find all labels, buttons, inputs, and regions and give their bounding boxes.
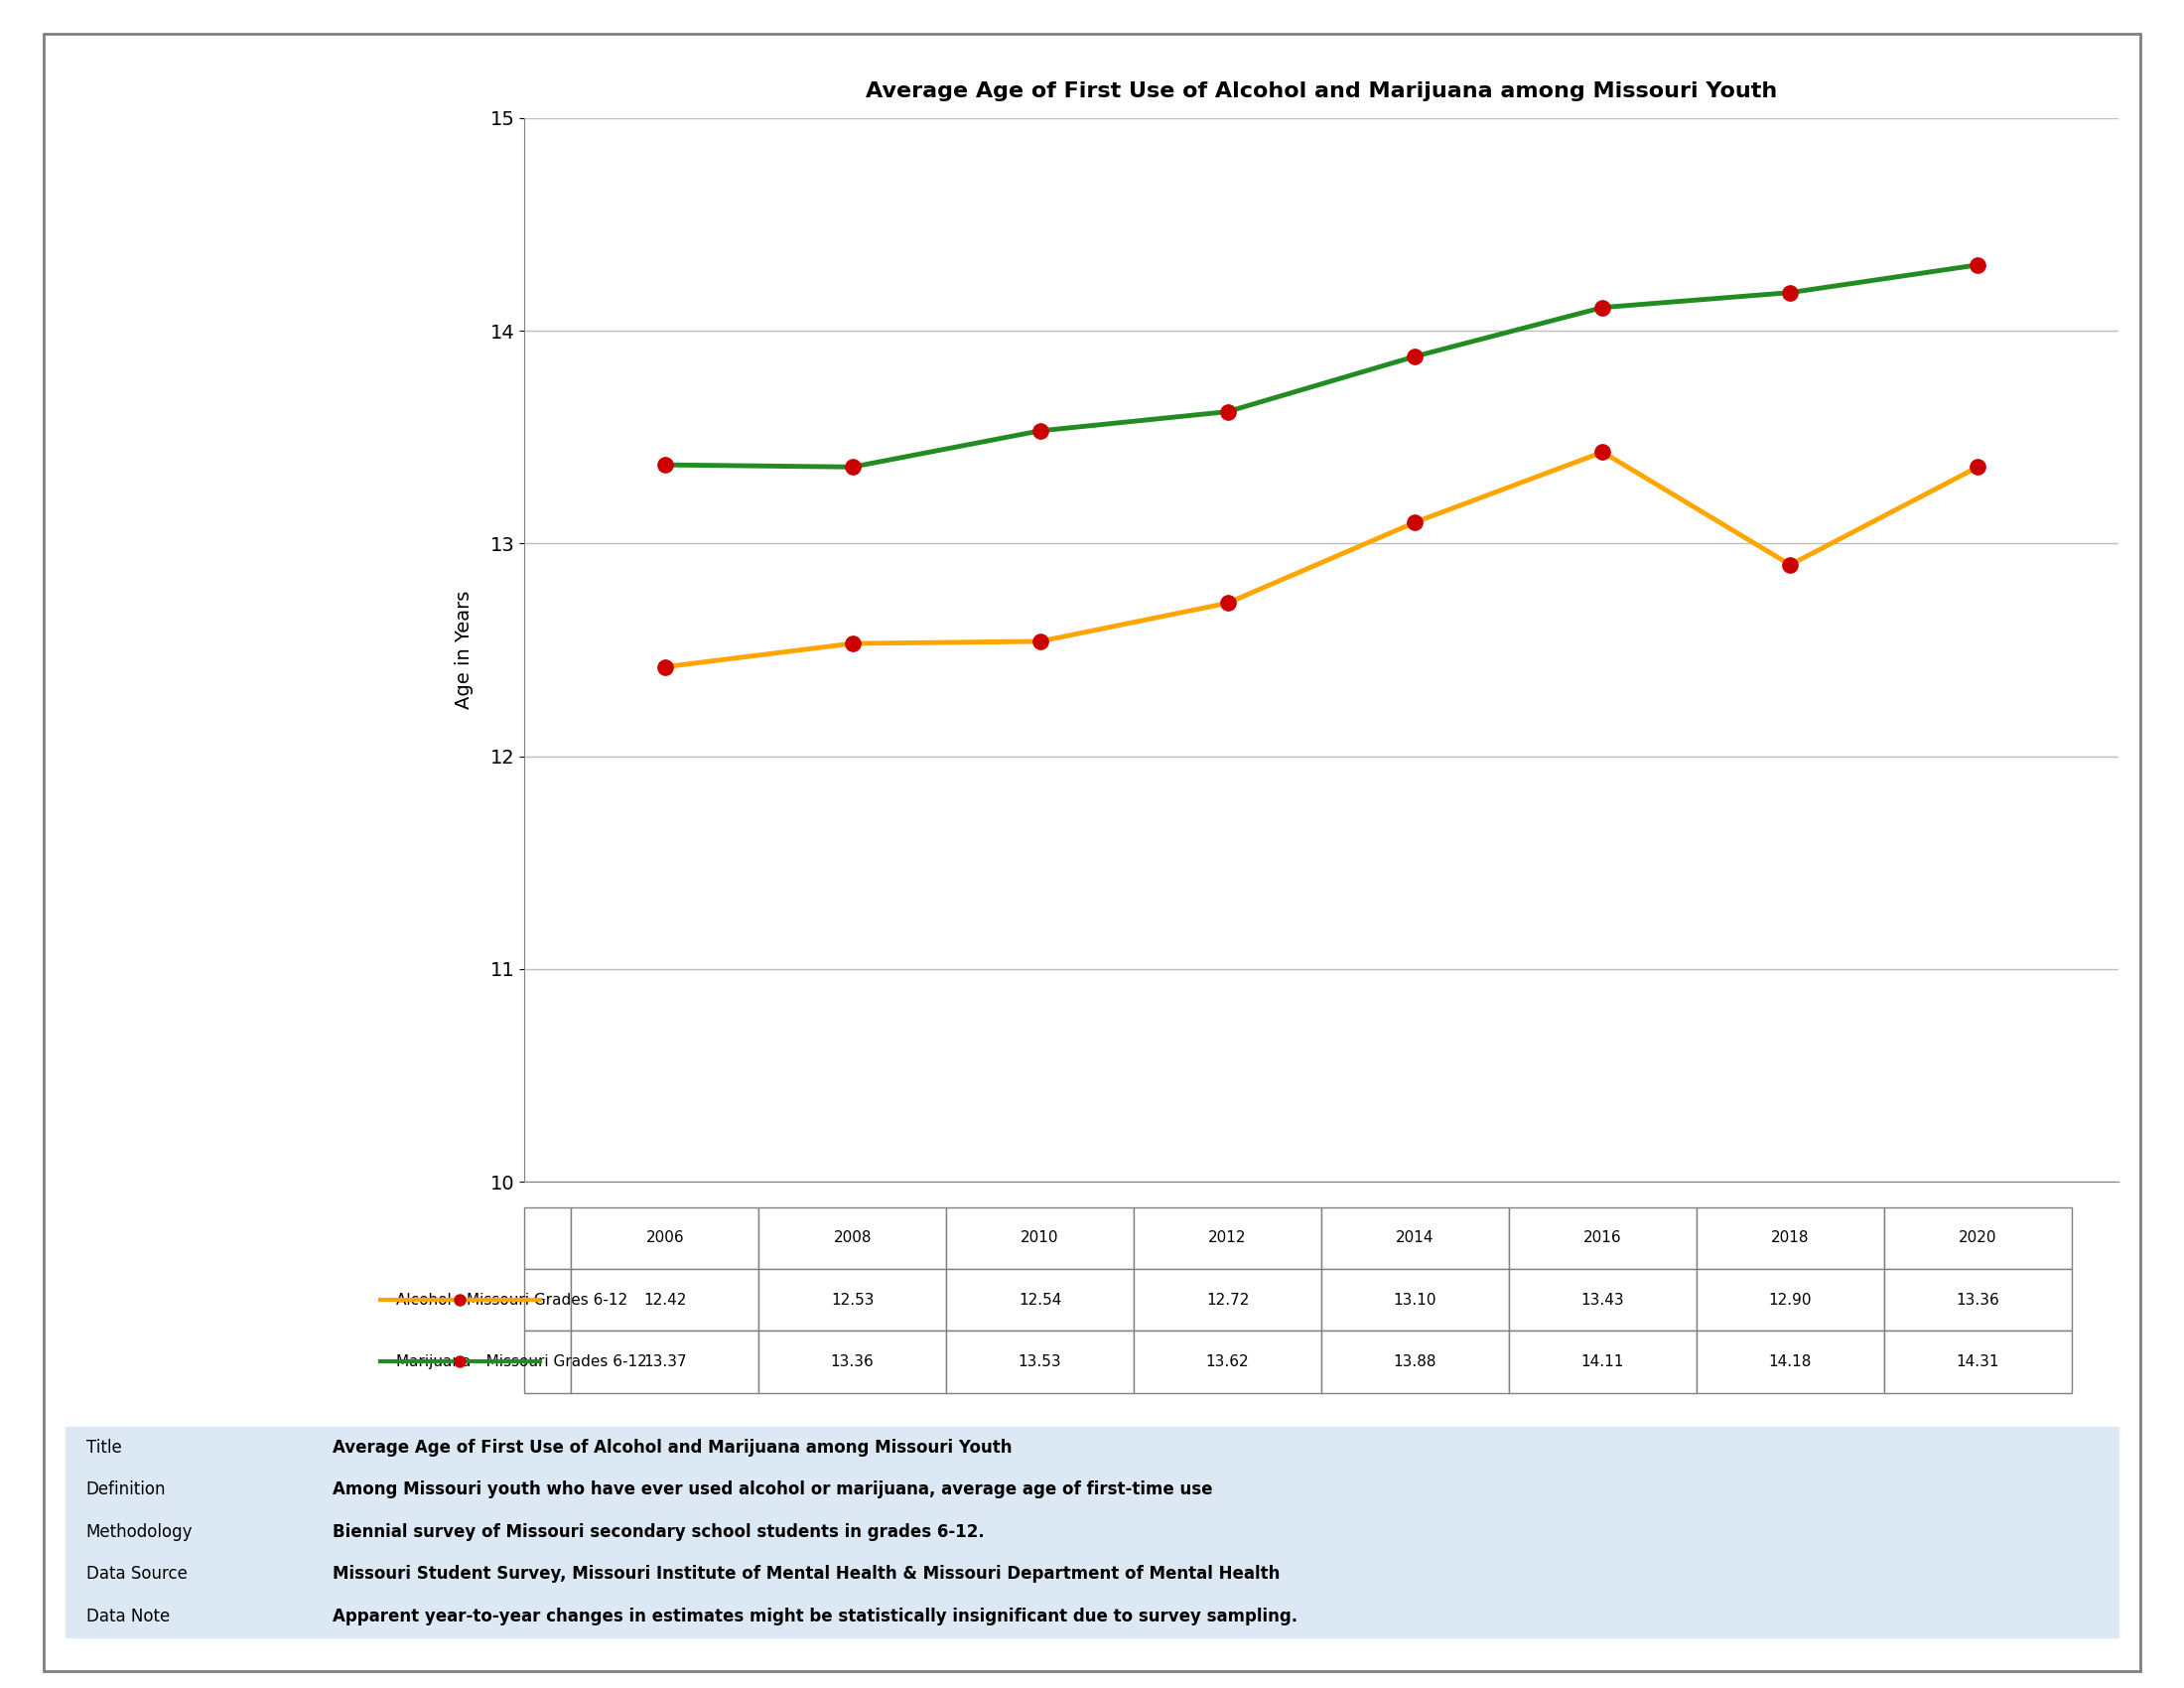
Bar (1697, 1207, 1885, 1269)
Text: 12.90: 12.90 (1769, 1293, 1813, 1307)
Bar (570, 1207, 758, 1269)
Bar (1133, 1207, 1321, 1269)
Bar (524, 1330, 570, 1393)
Text: 2010: 2010 (1020, 1231, 1059, 1246)
Bar (524, 1207, 570, 1269)
Text: 2016: 2016 (1583, 1231, 1623, 1246)
Text: 12.42: 12.42 (644, 1293, 686, 1307)
Bar (1885, 1207, 2073, 1269)
Text: Marijuana - Missouri Grades 6-12: Marijuana - Missouri Grades 6-12 (395, 1354, 646, 1369)
Bar (1133, 1269, 1321, 1330)
Text: 14.18: 14.18 (1769, 1354, 1813, 1369)
Text: 13.36: 13.36 (830, 1354, 874, 1369)
Text: Missouri Student Survey, Missouri Institute of Mental Health & Missouri Departme: Missouri Student Survey, Missouri Instit… (332, 1565, 1280, 1583)
Bar (570, 1269, 758, 1330)
Title: Average Age of First Use of Alcohol and Marijuana among Missouri Youth: Average Age of First Use of Alcohol and … (865, 81, 1778, 101)
Text: 12.54: 12.54 (1018, 1293, 1061, 1307)
Text: 13.37: 13.37 (642, 1354, 686, 1369)
Text: Title: Title (85, 1438, 122, 1457)
Text: 14.31: 14.31 (1957, 1354, 1998, 1369)
Bar (946, 1207, 1133, 1269)
Text: 2018: 2018 (1771, 1231, 1808, 1246)
Text: Apparent year-to-year changes in estimates might be statistically insignificant : Apparent year-to-year changes in estimat… (332, 1607, 1297, 1626)
Text: Alcohol - Missouri Grades 6-12: Alcohol - Missouri Grades 6-12 (395, 1293, 627, 1307)
Bar (1321, 1207, 1509, 1269)
Text: 13.53: 13.53 (1018, 1354, 1061, 1369)
Text: 12.72: 12.72 (1206, 1293, 1249, 1307)
Bar (758, 1207, 946, 1269)
Text: 14.11: 14.11 (1581, 1354, 1625, 1369)
Bar (1885, 1269, 2073, 1330)
Bar (946, 1330, 1133, 1393)
Bar (1509, 1207, 1697, 1269)
Text: 13.36: 13.36 (1957, 1293, 2001, 1307)
Text: Data Source: Data Source (85, 1565, 188, 1583)
Text: Data Note: Data Note (85, 1607, 170, 1626)
Text: Among Missouri youth who have ever used alcohol or marijuana, average age of fir: Among Missouri youth who have ever used … (332, 1480, 1212, 1499)
Text: 12.53: 12.53 (830, 1293, 874, 1307)
Bar (1885, 1330, 2073, 1393)
Bar (758, 1269, 946, 1330)
Bar (758, 1330, 946, 1393)
Bar (1697, 1330, 1885, 1393)
Text: 13.62: 13.62 (1206, 1354, 1249, 1369)
Bar (1321, 1269, 1509, 1330)
Bar (1133, 1330, 1321, 1393)
Y-axis label: Age in Years: Age in Years (454, 591, 474, 709)
Text: Biennial survey of Missouri secondary school students in grades 6-12.: Biennial survey of Missouri secondary sc… (332, 1523, 985, 1541)
Bar (1509, 1330, 1697, 1393)
Text: 2006: 2006 (646, 1231, 684, 1246)
Text: 2012: 2012 (1208, 1231, 1247, 1246)
Bar (1697, 1269, 1885, 1330)
Text: Average Age of First Use of Alcohol and Marijuana among Missouri Youth: Average Age of First Use of Alcohol and … (332, 1438, 1011, 1457)
Text: 2014: 2014 (1396, 1231, 1435, 1246)
Bar (1509, 1269, 1697, 1330)
Text: 2020: 2020 (1959, 1231, 1996, 1246)
Bar (1321, 1330, 1509, 1393)
Text: 13.10: 13.10 (1393, 1293, 1437, 1307)
Text: 2008: 2008 (834, 1231, 871, 1246)
Text: 13.88: 13.88 (1393, 1354, 1437, 1369)
Bar (946, 1269, 1133, 1330)
Bar (524, 1269, 570, 1330)
Text: 13.43: 13.43 (1581, 1293, 1625, 1307)
Text: Methodology: Methodology (85, 1523, 192, 1541)
Bar (570, 1330, 758, 1393)
Text: Definition: Definition (85, 1480, 166, 1499)
